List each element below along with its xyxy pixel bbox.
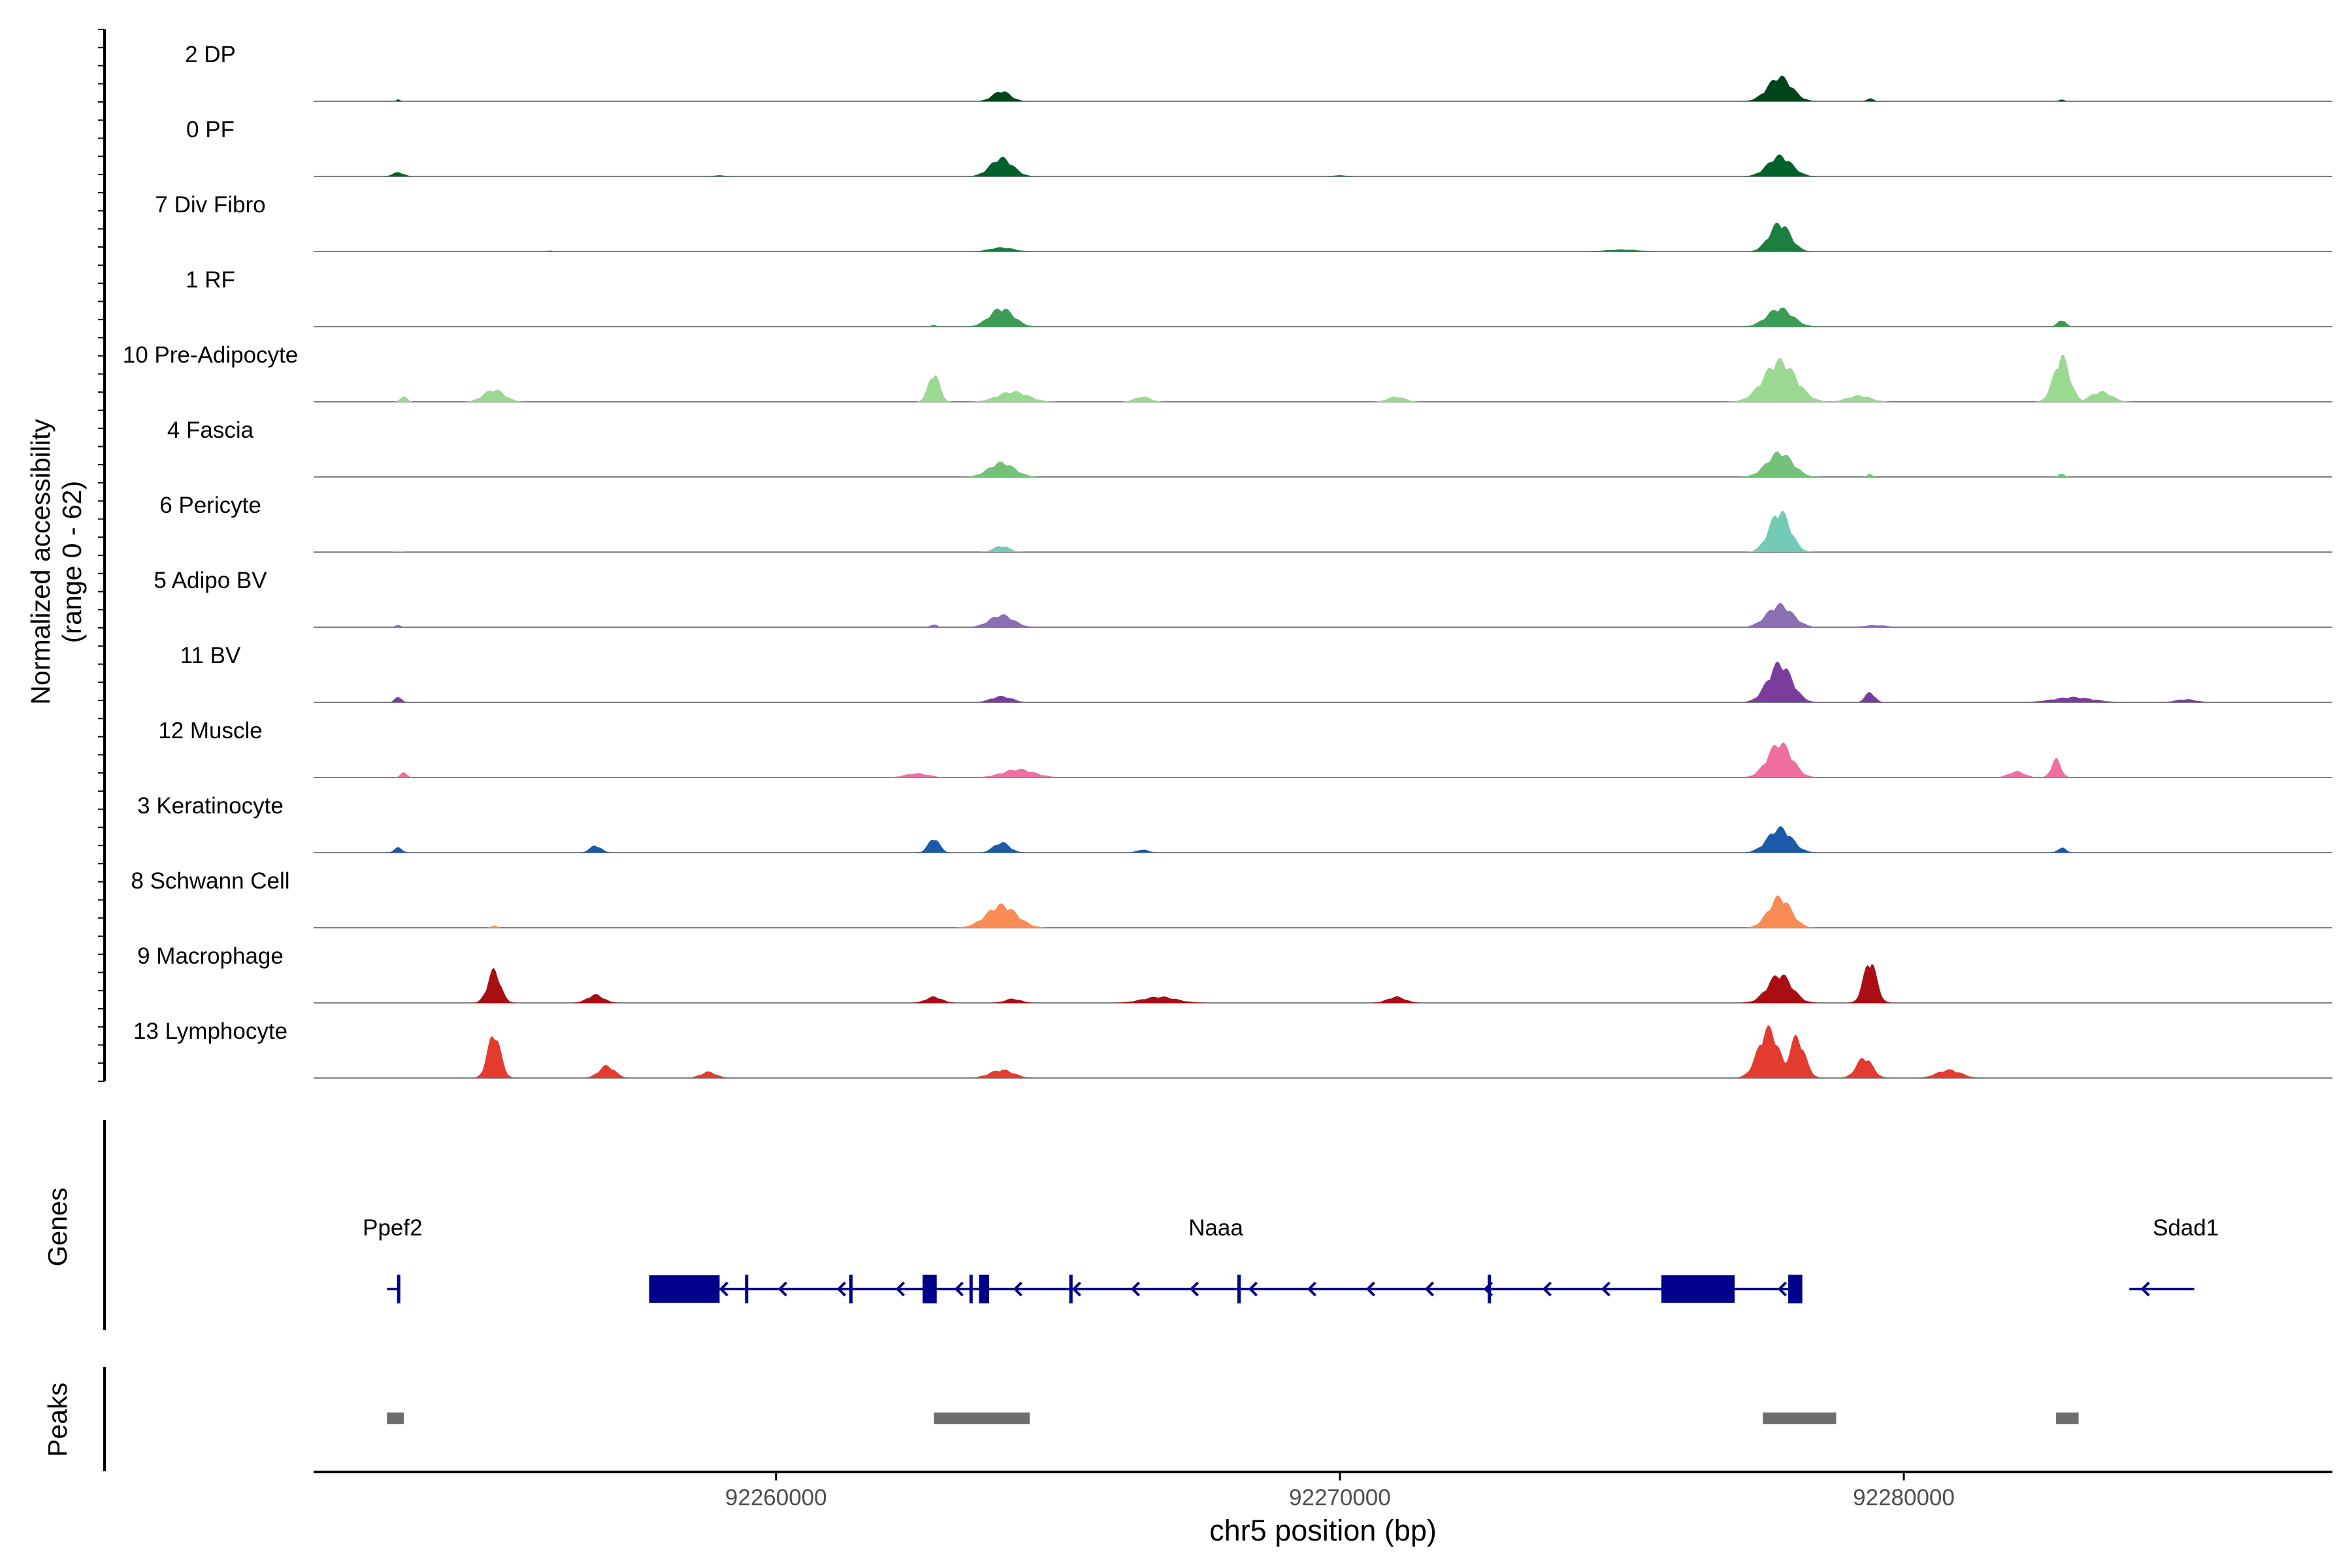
coverage-area — [314, 451, 2332, 477]
strand-arrow — [954, 1281, 964, 1297]
coverage-tracks: 2 DP 0 PF 7 Div Fibro 1 RF 10 Pre-Adipocyte 4… — [123, 42, 2332, 1079]
track-10: 12 Muscle — [158, 718, 2332, 778]
gene-exon — [1488, 1275, 1492, 1303]
x-tick-label: 92260000 — [725, 1485, 827, 1511]
track-14: 13 Lymphocyte — [133, 1019, 2332, 1079]
track-4: 1 RF — [186, 267, 2332, 327]
genes-panel-label: Genes — [42, 1188, 73, 1267]
track-6: 4 Fascia — [167, 417, 2332, 478]
strand-arrow — [1189, 1281, 1199, 1297]
track-9: 11 BV — [180, 643, 2332, 703]
gene-exon — [979, 1275, 990, 1303]
coverage-area — [314, 307, 2332, 327]
track-label: 0 PF — [186, 117, 235, 142]
y-axis-label-line-1: Normalized accessibility — [25, 419, 56, 705]
gene-sdad1: Sdad1 — [2129, 1215, 2219, 1297]
gene-exon — [745, 1275, 749, 1303]
peak-region — [934, 1413, 1030, 1424]
strand-arrow — [1542, 1281, 1552, 1297]
gene-exon — [397, 1275, 400, 1303]
gene-exon — [969, 1275, 973, 1303]
strand-arrow — [1013, 1281, 1022, 1297]
track-1: 2 DP — [185, 42, 2332, 102]
strand-arrow — [1071, 1281, 1081, 1297]
x-tick-label: 92280000 — [1853, 1485, 1955, 1511]
strand-arrow — [1248, 1281, 1258, 1297]
peak-region — [1763, 1413, 1837, 1424]
gene-exon — [649, 1275, 720, 1303]
coverage-area — [314, 602, 2332, 627]
x-axis: chr5 position (bp) 92260000 92270000 92280… — [314, 1471, 2332, 1547]
gene-label: Ppef2 — [363, 1215, 422, 1241]
track-11: 3 Keratinocyte — [137, 793, 2332, 853]
track-label: 7 Div Fibro — [155, 192, 265, 218]
gene-label: Naaa — [1188, 1215, 1243, 1241]
peak-region — [2056, 1413, 2079, 1424]
track-7: 6 Pericyte — [159, 493, 2332, 553]
gene-exon — [923, 1275, 937, 1303]
strand-arrow — [836, 1281, 846, 1297]
strand-arrow — [719, 1281, 728, 1297]
track-label: 12 Muscle — [158, 718, 263, 743]
coverage-area — [314, 661, 2332, 702]
strand-arrow — [895, 1281, 905, 1297]
peaks-panel: Peaks — [42, 1367, 2079, 1471]
coverage-area — [314, 222, 2332, 252]
track-label: 3 Keratinocyte — [137, 793, 284, 819]
track-label: 13 Lymphocyte — [133, 1019, 287, 1044]
genes-panel: Genes Ppef2 Naaa Sdad1 — [42, 1120, 2219, 1330]
peaks-panel-label: Peaks — [42, 1382, 73, 1457]
gene-ppef2: Ppef2 — [363, 1215, 423, 1303]
accessibility-axis — [98, 29, 106, 1082]
track-label: 11 BV — [180, 643, 241, 668]
track-label: 1 RF — [186, 267, 235, 293]
track-label: 4 Fascia — [167, 417, 254, 443]
strand-arrow — [777, 1281, 787, 1297]
strand-arrow — [1130, 1281, 1140, 1297]
peak-region — [387, 1413, 404, 1424]
strand-arrow — [1365, 1281, 1375, 1297]
strand-arrow — [1601, 1281, 1610, 1297]
track-label: 5 Adipo BV — [154, 568, 267, 593]
track-label: 9 Macrophage — [137, 943, 284, 969]
y-axis-title: Normalized accessibility (range 0 - 62) — [25, 419, 87, 705]
strand-arrow — [1424, 1281, 1434, 1297]
gene-naaa: Naaa — [649, 1215, 1803, 1303]
gene-label: Sdad1 — [2153, 1215, 2219, 1241]
track-label: 6 Pericyte — [159, 493, 261, 518]
gene-exon — [1237, 1275, 1241, 1303]
track-12: 8 Schwann Cell — [131, 868, 2332, 928]
gene-exon — [849, 1275, 853, 1303]
coverage-area — [314, 826, 2332, 853]
track-2: 0 PF — [186, 117, 2332, 177]
coverage-area — [314, 964, 2332, 1003]
coverage-area — [314, 511, 2332, 552]
coverage-area — [314, 75, 2332, 101]
coverage-area — [314, 154, 2332, 176]
y-axis-label-line-2: (range 0 - 62) — [57, 481, 87, 643]
coverage-area — [314, 1025, 2332, 1078]
track-13: 9 Macrophage — [137, 943, 2332, 1004]
gene-exon — [1788, 1275, 1803, 1303]
gene-exon — [1661, 1275, 1735, 1303]
strand-arrow — [1777, 1281, 1787, 1297]
x-tick-label: 92270000 — [1289, 1485, 1391, 1511]
track-label: 10 Pre-Adipocyte — [123, 342, 298, 368]
coverage-area — [314, 742, 2332, 777]
coverage-area — [314, 355, 2332, 402]
strand-arrow — [2140, 1281, 2150, 1297]
x-axis-title: chr5 position (bp) — [1209, 1514, 1437, 1547]
track-5: 10 Pre-Adipocyte — [123, 342, 2332, 402]
coverage-area — [314, 895, 2332, 928]
track-8: 5 Adipo BV — [154, 568, 2332, 628]
strand-arrow — [1307, 1281, 1316, 1297]
gene-exon — [1069, 1275, 1073, 1303]
track-label: 8 Schwann Cell — [131, 868, 289, 894]
track-label: 2 DP — [185, 42, 236, 67]
track-3: 7 Div Fibro — [155, 192, 2332, 252]
